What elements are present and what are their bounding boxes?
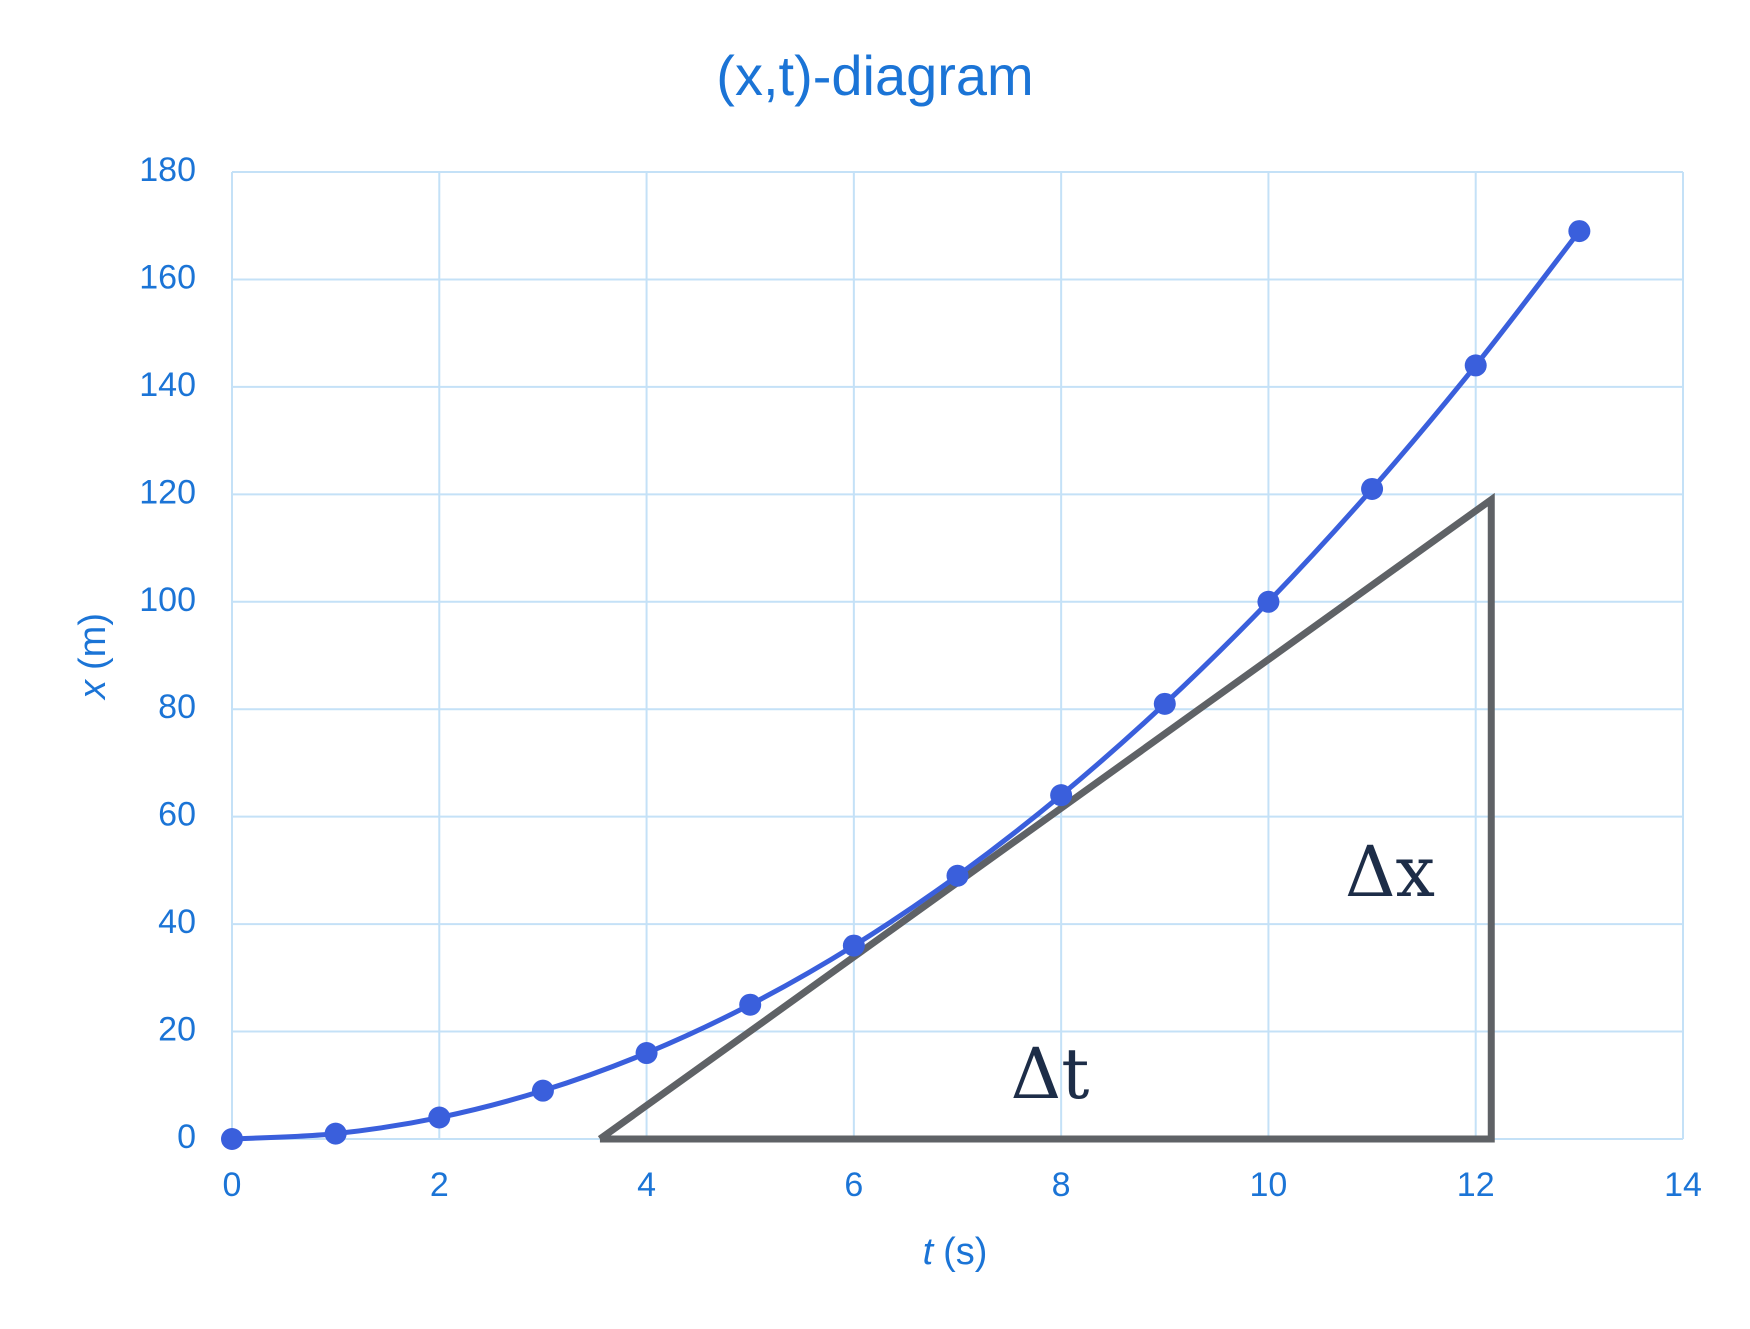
x-tick-label: 0 <box>223 1166 242 1204</box>
x-axis-variable: t <box>923 1231 935 1273</box>
y-tick-label: 60 <box>158 796 196 834</box>
x-tick-label: 4 <box>637 1166 656 1204</box>
data-point <box>1153 692 1176 715</box>
x-tick-label: 6 <box>844 1166 863 1204</box>
y-tick-label: 180 <box>139 151 196 189</box>
data-point <box>531 1079 554 1102</box>
x-tick-label: 2 <box>430 1166 449 1204</box>
data-point <box>946 864 969 887</box>
y-axis-variable: x <box>72 678 114 701</box>
data-point <box>635 1042 658 1065</box>
y-tick-label: 120 <box>139 473 196 511</box>
y-tick-label: 100 <box>139 581 196 619</box>
y-axis-unit: (m) <box>72 613 114 670</box>
y-tick-label: 20 <box>158 1011 196 1049</box>
y-tick-label: 80 <box>158 688 196 726</box>
data-point <box>221 1128 243 1150</box>
y-tick-label: 160 <box>139 258 196 296</box>
data-point <box>1050 784 1073 807</box>
x-tick-label: 10 <box>1250 1166 1288 1204</box>
data-point <box>1568 220 1591 243</box>
tangent-triangle <box>597 492 1495 1143</box>
y-tick-label: 140 <box>139 366 196 404</box>
data-point <box>428 1106 451 1129</box>
y-tick-label: 40 <box>158 903 196 941</box>
chart-title: (x,t)-diagram <box>716 44 1033 107</box>
data-point <box>842 934 865 957</box>
y-axis-label: x (m) <box>72 613 114 701</box>
x-axis-unit: (s) <box>943 1231 987 1273</box>
series-line <box>231 229 1582 1142</box>
x-tick-label: 12 <box>1457 1166 1495 1204</box>
annotation: Δt <box>1011 1033 1090 1115</box>
data-point <box>739 993 762 1016</box>
y-tick-label: 0 <box>177 1118 196 1156</box>
data-point <box>324 1122 347 1145</box>
x-tick-label: 14 <box>1664 1166 1702 1204</box>
data-point <box>1464 354 1487 377</box>
annotation: Δx <box>1345 831 1435 913</box>
x-axis-label: t (s) <box>923 1231 988 1273</box>
data-point <box>1361 477 1384 500</box>
data-point <box>1257 590 1280 613</box>
x-tick-label: 8 <box>1052 1166 1071 1204</box>
